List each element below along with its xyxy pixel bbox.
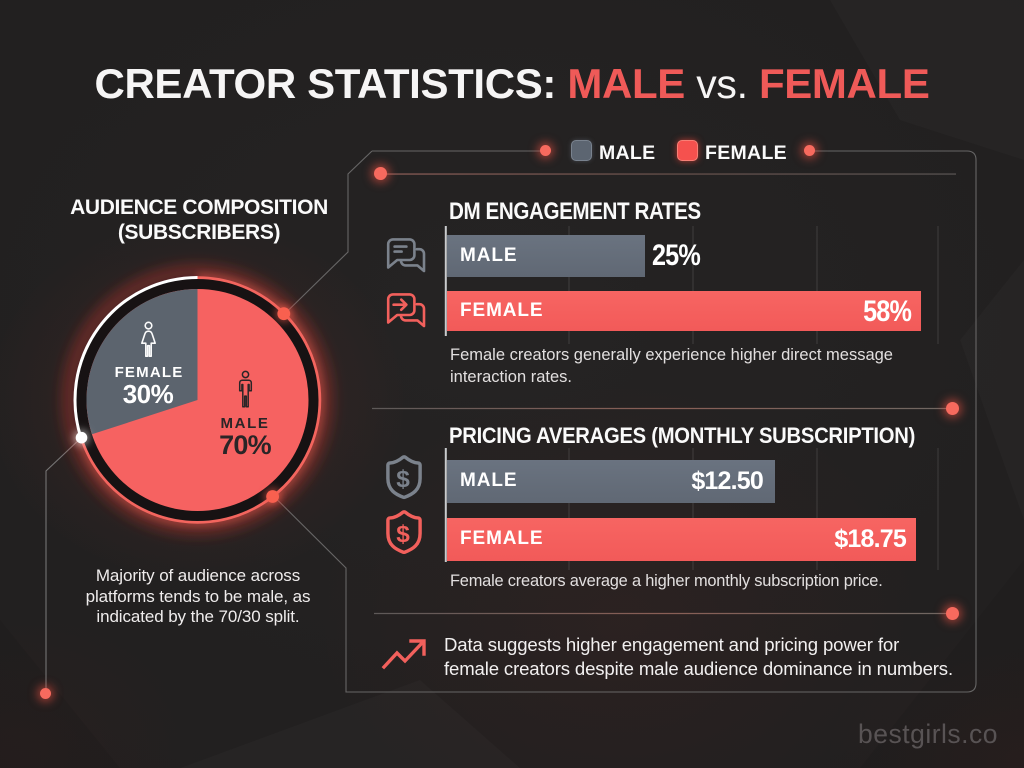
svg-text:$: $ bbox=[396, 521, 410, 548]
svg-text:$: $ bbox=[396, 466, 410, 493]
